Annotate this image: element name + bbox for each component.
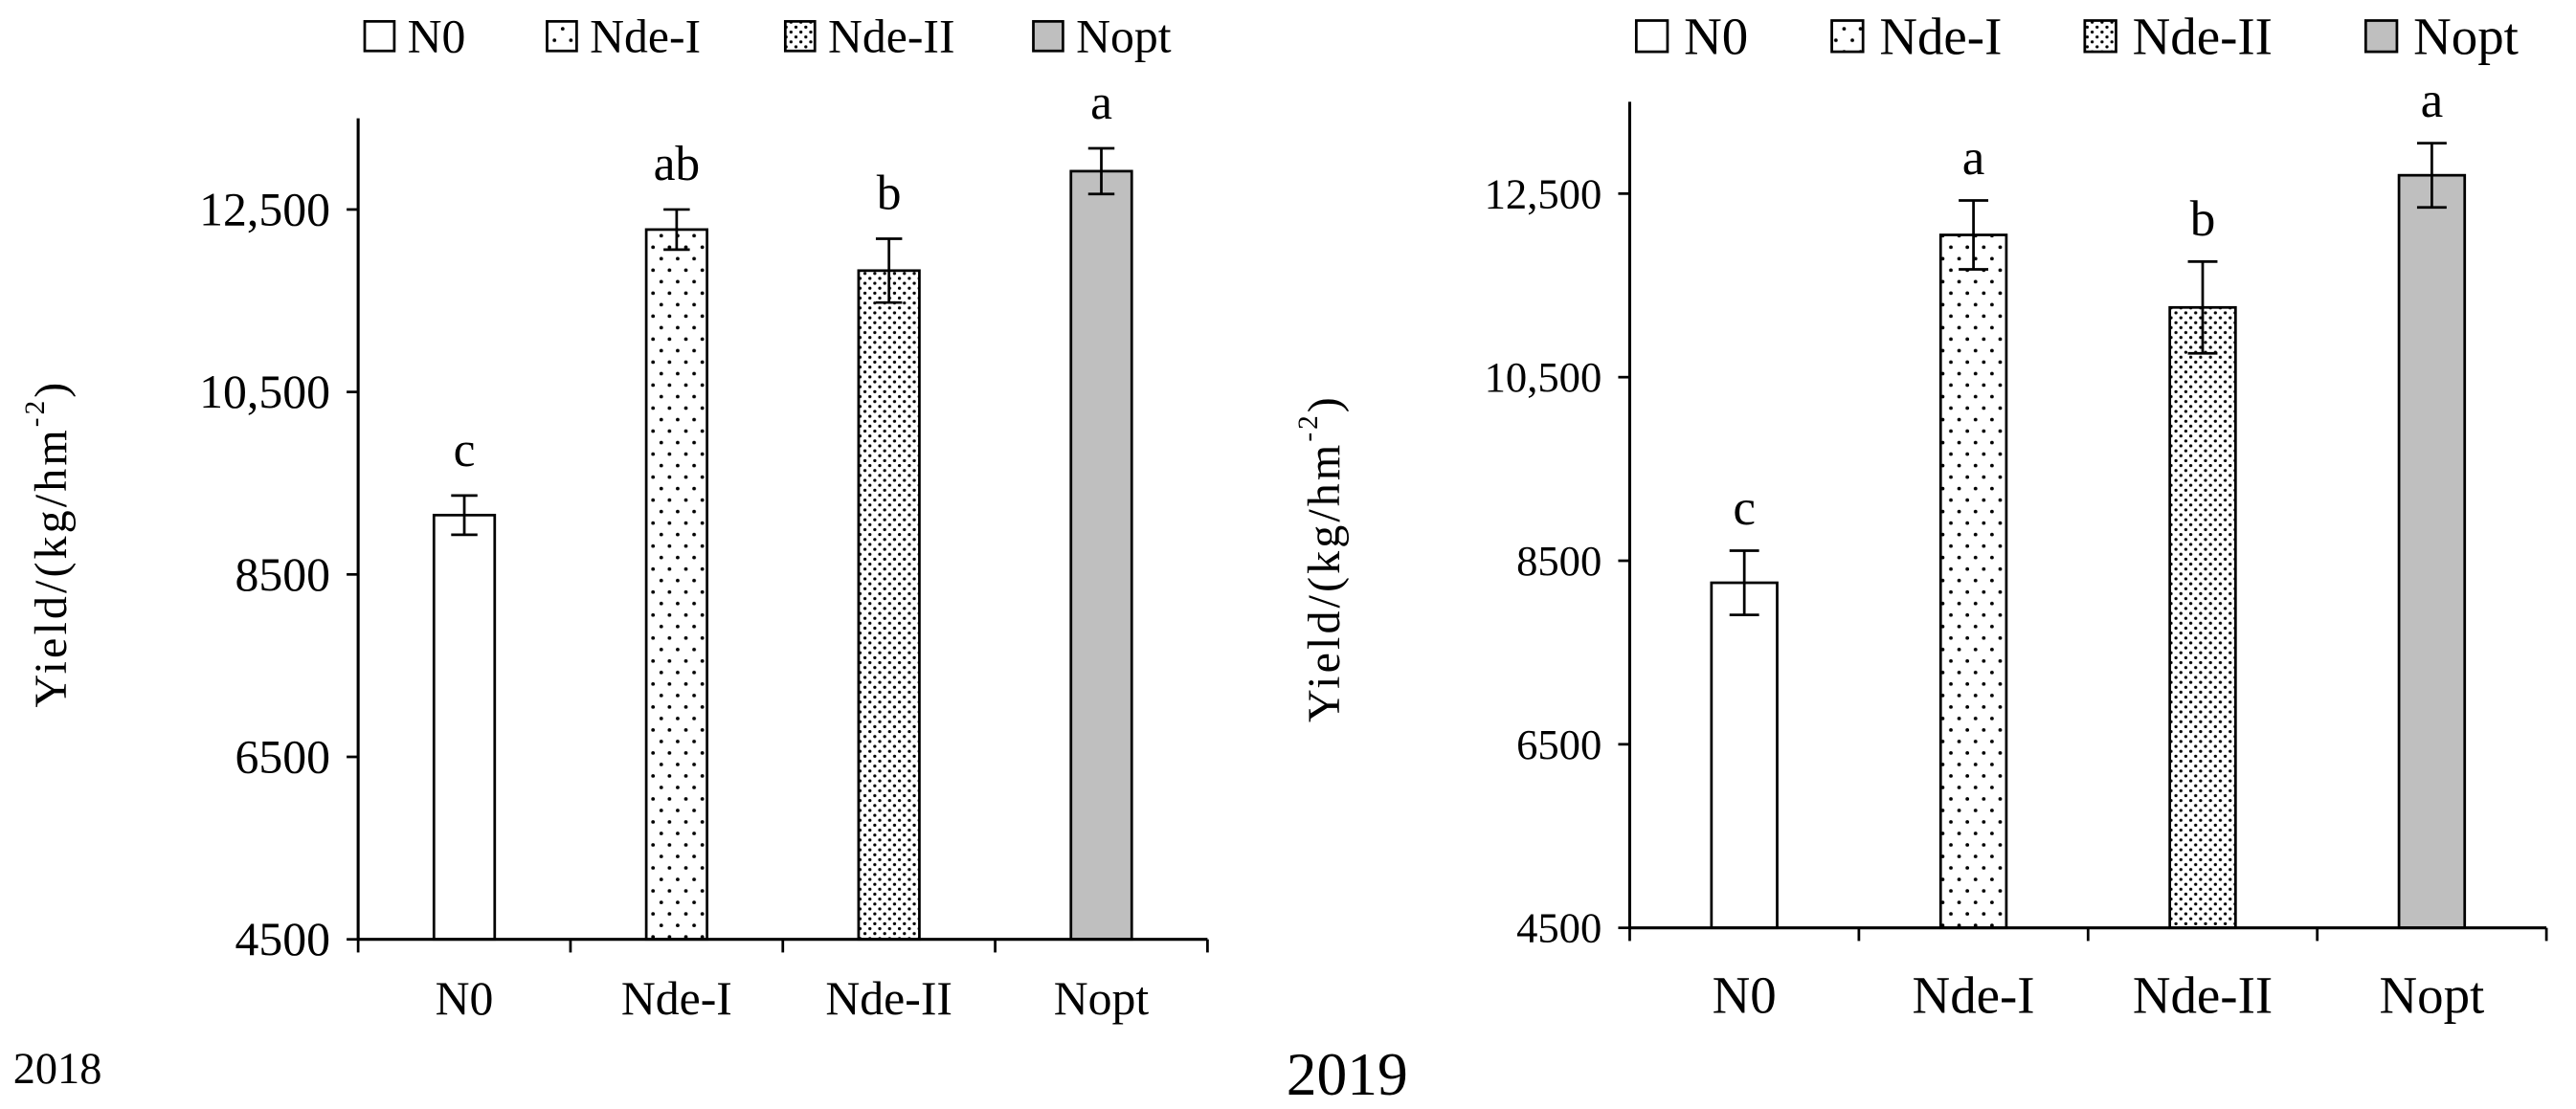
error-bar-2018-n0 xyxy=(451,494,478,537)
legend-swatch-nopt xyxy=(2363,19,2399,54)
x-tick-label-nde-i: Nde-I xyxy=(1913,966,2035,1025)
legend-label-nopt: Nopt xyxy=(2413,7,2519,65)
chart-panel-2019: N0 Nde-I Nde-II Nopt c N0 a Nde-I b Nde-II a Nopt 45… xyxy=(1287,7,2548,1108)
legend-swatch-nde-ii xyxy=(2083,19,2117,54)
y-axis-label-text: Yield/(kg/hm xyxy=(1299,442,1350,722)
legend-label-n0: N0 xyxy=(408,10,466,62)
y-axis-label-text: Yield/(kg/hm xyxy=(26,427,77,707)
error-bar-2019-nde-ii xyxy=(2187,259,2218,355)
panel-label-2018: 2018 xyxy=(13,1045,102,1094)
significance-label-2019-nde-ii: b xyxy=(2190,190,2216,247)
bar-2018-n0 xyxy=(432,513,497,942)
legend-item-nde-ii: Nde-II xyxy=(2083,7,2273,65)
legend-label-nde-ii: Nde-II xyxy=(2133,7,2273,65)
x-tick-label-nopt: Nopt xyxy=(1054,972,1150,1025)
x-tick-label-nde-ii: Nde-II xyxy=(2133,966,2273,1025)
legend-swatch-n0 xyxy=(1634,19,1669,54)
y-tick-label: 8500 xyxy=(235,548,330,601)
legend-2019: N0 Nde-I Nde-II Nopt xyxy=(1634,7,2519,65)
x-tick-label-n0: N0 xyxy=(436,972,494,1025)
significance-label-2018-nde-i: ab xyxy=(654,137,701,191)
error-bar-2019-nopt xyxy=(2416,142,2447,210)
legend-swatch-n0 xyxy=(363,19,396,53)
bar-2019-nopt xyxy=(2397,173,2467,930)
legend-item-nde-i: Nde-I xyxy=(546,10,701,62)
chart-panel-2018: N0 Nde-I Nde-II Nopt c N0 ab Nde-I b Nde-II a Nopt 4… xyxy=(13,10,1209,1094)
legend-swatch-nde-i xyxy=(1830,19,1865,54)
y-axis-label-suffix: ) xyxy=(1299,394,1350,412)
bar-2019-nde-i xyxy=(1938,233,2008,930)
y-tick-label: 10,500 xyxy=(1485,353,1602,401)
error-bar-2018-nde-ii xyxy=(875,237,903,304)
bar-2019-n0 xyxy=(1710,581,1779,930)
y-axis-label: Yield/(kg/hm-2) xyxy=(1293,394,1350,722)
bar-2018-nde-i xyxy=(644,228,708,942)
significance-label-2019-nde-i: a xyxy=(1962,129,1985,186)
legend-item-n0: N0 xyxy=(1634,7,1748,65)
legend-label-n0: N0 xyxy=(1684,7,1748,65)
bar-2019-nde-ii xyxy=(2168,305,2237,930)
legend-2018: N0 Nde-I Nde-II Nopt xyxy=(363,10,1172,62)
legend-item-nde-i: Nde-I xyxy=(1830,7,2002,65)
y-axis-label-suffix: ) xyxy=(26,380,77,398)
y-tick-label: 6500 xyxy=(1516,721,1602,768)
y-tick-label: 4500 xyxy=(1516,904,1602,952)
x-tick-label-n0: N0 xyxy=(1713,966,1777,1025)
legend-swatch-nde-i xyxy=(546,19,578,53)
y-tick-label: 6500 xyxy=(235,731,330,784)
y-axis-label-superscript: -2 xyxy=(1293,412,1324,441)
error-bar-2018-nde-i xyxy=(663,208,690,252)
legend-item-nopt: Nopt xyxy=(1032,10,1172,62)
significance-label-2018-n0: c xyxy=(454,423,476,477)
significance-label-2019-n0: c xyxy=(1733,479,1756,536)
y-tick-label: 8500 xyxy=(1516,537,1602,585)
y-axis-label-superscript: -2 xyxy=(20,398,51,427)
significance-label-2019-nopt: a xyxy=(2421,72,2444,128)
legend-item-nde-ii: Nde-II xyxy=(783,10,955,62)
legend-item-nopt: Nopt xyxy=(2363,7,2519,65)
panel-label-2019: 2019 xyxy=(1287,1040,1408,1108)
legend-swatch-nopt xyxy=(1032,19,1064,53)
bar-2018-nopt xyxy=(1069,169,1133,942)
legend-swatch-nde-ii xyxy=(783,19,817,53)
error-bar-2019-nde-i xyxy=(1959,199,1989,271)
y-tick-label: 10,500 xyxy=(199,366,330,418)
y-tick-label: 4500 xyxy=(235,913,330,965)
legend-label-nde-i: Nde-I xyxy=(590,10,701,62)
error-bar-2018-nopt xyxy=(1087,146,1115,196)
error-bar-2019-n0 xyxy=(1729,549,1759,616)
legend-item-n0: N0 xyxy=(363,10,466,62)
y-axis-label: Yield/(kg/hm-2) xyxy=(20,380,77,708)
x-tick-label-nopt: Nopt xyxy=(2379,966,2484,1025)
y-tick-label: 12,500 xyxy=(199,183,330,235)
x-tick-label-nde-i: Nde-I xyxy=(621,972,732,1025)
legend-label-nde-ii: Nde-II xyxy=(828,10,955,62)
legend-label-nde-i: Nde-I xyxy=(1879,7,2002,65)
significance-label-2018-nde-ii: b xyxy=(877,166,902,221)
bar-2018-nde-ii xyxy=(857,269,921,942)
legend-label-nopt: Nopt xyxy=(1076,10,1172,62)
y-tick-label: 12,500 xyxy=(1485,169,1602,217)
x-tick-label-nde-ii: Nde-II xyxy=(825,972,952,1025)
significance-label-2018-nopt: a xyxy=(1090,76,1112,130)
